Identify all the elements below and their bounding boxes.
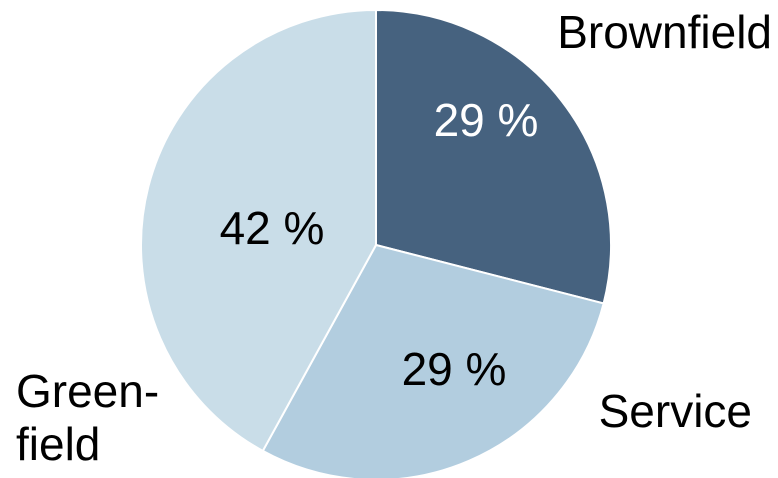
slice-category-label-2-line-1: field xyxy=(16,418,100,470)
pie-slice-0 xyxy=(375,8,612,305)
pie-slice-1 xyxy=(261,243,605,478)
pie-slice-2 xyxy=(140,8,377,453)
slice-category-label-0-line-0: Brownfield xyxy=(557,6,772,58)
slice-category-label-2-line-0: Green- xyxy=(16,365,159,417)
slice-value-label-0: 29 % xyxy=(434,94,539,146)
pie-slices xyxy=(140,8,612,478)
slice-value-label-1: 29 % xyxy=(402,343,507,395)
pie-labels: 29 % Brownfield 29 % Service 42 % Green-field xyxy=(16,6,772,470)
slice-value-label-2: 42 % xyxy=(220,202,325,254)
slice-category-label-1-line-0: Service xyxy=(599,385,752,437)
